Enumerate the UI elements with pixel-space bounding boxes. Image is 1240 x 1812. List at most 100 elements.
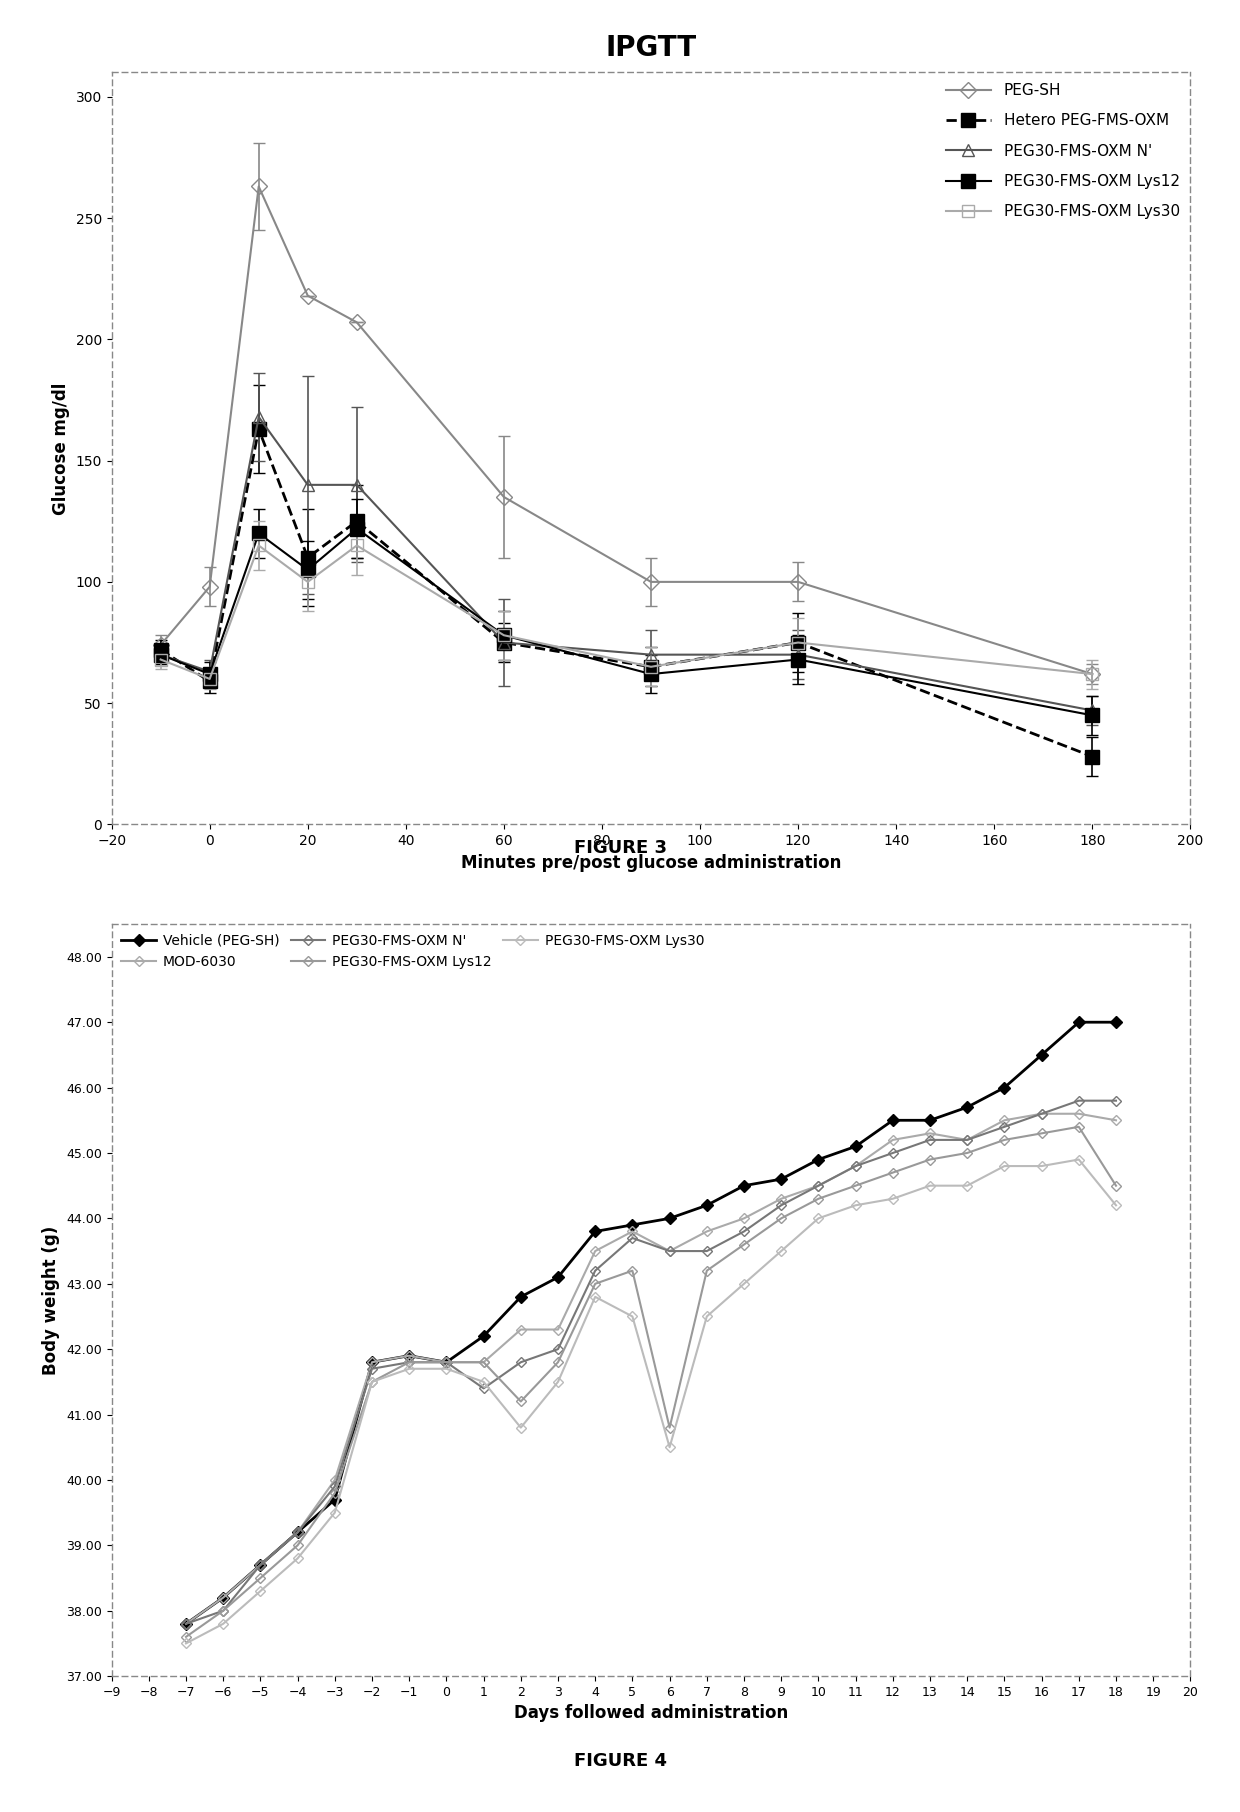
MOD-6030 bbox=[848, 1156, 863, 1178]
PEG30-FMS-OXM Lys30 bbox=[737, 1272, 751, 1294]
Vehicle (PEG-SH) bbox=[402, 1345, 417, 1366]
Line: Vehicle (PEG-SH): Vehicle (PEG-SH) bbox=[182, 1018, 1120, 1627]
PEG30-FMS-OXM Lys30 bbox=[1071, 1149, 1086, 1171]
PEG30-FMS-OXM Lys30 bbox=[1109, 1194, 1123, 1216]
PEG30-FMS-OXM N' bbox=[699, 1239, 714, 1261]
Y-axis label: Body weight (g): Body weight (g) bbox=[42, 1225, 61, 1375]
PEG30-FMS-OXM Lys30 bbox=[551, 1372, 565, 1393]
PEG30-FMS-OXM Lys30 bbox=[365, 1372, 379, 1393]
Legend: PEG-SH, Hetero PEG-FMS-OXM, PEG30-FMS-OXM N', PEG30-FMS-OXM Lys12, PEG30-FMS-OXM: PEG-SH, Hetero PEG-FMS-OXM, PEG30-FMS-OX… bbox=[940, 78, 1185, 225]
MOD-6030 bbox=[997, 1109, 1012, 1131]
Text: FIGURE 4: FIGURE 4 bbox=[573, 1752, 667, 1770]
PEG30-FMS-OXM N' bbox=[625, 1227, 640, 1248]
MOD-6030 bbox=[625, 1221, 640, 1243]
PEG30-FMS-OXM N' bbox=[923, 1129, 937, 1151]
Legend: Vehicle (PEG-SH), MOD-6030, PEG30-FMS-OXM N', PEG30-FMS-OXM Lys12, PEG30-FMS-OXM: Vehicle (PEG-SH), MOD-6030, PEG30-FMS-OX… bbox=[115, 928, 709, 975]
Vehicle (PEG-SH) bbox=[513, 1287, 528, 1308]
Line: MOD-6030: MOD-6030 bbox=[182, 1111, 1120, 1627]
PEG30-FMS-OXM N' bbox=[848, 1156, 863, 1178]
PEG30-FMS-OXM Lys30 bbox=[327, 1502, 342, 1524]
PEG30-FMS-OXM Lys12 bbox=[885, 1161, 900, 1183]
MOD-6030 bbox=[811, 1174, 826, 1196]
PEG30-FMS-OXM Lys30 bbox=[662, 1437, 677, 1459]
PEG30-FMS-OXM Lys30 bbox=[253, 1580, 268, 1602]
PEG30-FMS-OXM Lys12 bbox=[1071, 1116, 1086, 1138]
PEG30-FMS-OXM N' bbox=[1109, 1089, 1123, 1111]
PEG30-FMS-OXM N' bbox=[997, 1116, 1012, 1138]
MOD-6030 bbox=[774, 1189, 789, 1210]
MOD-6030 bbox=[513, 1319, 528, 1341]
PEG30-FMS-OXM Lys30 bbox=[960, 1174, 975, 1196]
PEG30-FMS-OXM Lys30 bbox=[923, 1174, 937, 1196]
PEG30-FMS-OXM Lys12 bbox=[402, 1352, 417, 1373]
Vehicle (PEG-SH) bbox=[476, 1325, 491, 1346]
PEG30-FMS-OXM N' bbox=[588, 1259, 603, 1281]
Vehicle (PEG-SH) bbox=[662, 1207, 677, 1229]
PEG30-FMS-OXM N' bbox=[253, 1555, 268, 1576]
PEG30-FMS-OXM Lys12 bbox=[588, 1272, 603, 1294]
PEG30-FMS-OXM Lys12 bbox=[216, 1600, 231, 1622]
PEG30-FMS-OXM Lys12 bbox=[476, 1352, 491, 1373]
PEG30-FMS-OXM N' bbox=[365, 1357, 379, 1379]
PEG30-FMS-OXM N' bbox=[476, 1377, 491, 1399]
MOD-6030 bbox=[923, 1122, 937, 1143]
Vehicle (PEG-SH) bbox=[848, 1136, 863, 1158]
PEG30-FMS-OXM Lys12 bbox=[439, 1352, 454, 1373]
Vehicle (PEG-SH) bbox=[625, 1214, 640, 1236]
MOD-6030 bbox=[216, 1587, 231, 1609]
PEG30-FMS-OXM N' bbox=[327, 1475, 342, 1497]
Vehicle (PEG-SH) bbox=[1109, 1011, 1123, 1033]
PEG30-FMS-OXM N' bbox=[402, 1352, 417, 1373]
MOD-6030 bbox=[1109, 1109, 1123, 1131]
MOD-6030 bbox=[439, 1352, 454, 1373]
PEG30-FMS-OXM N' bbox=[1034, 1104, 1049, 1125]
MOD-6030 bbox=[699, 1221, 714, 1243]
PEG30-FMS-OXM N' bbox=[960, 1129, 975, 1151]
PEG30-FMS-OXM Lys30 bbox=[513, 1417, 528, 1439]
Vehicle (PEG-SH) bbox=[327, 1489, 342, 1511]
PEG30-FMS-OXM N' bbox=[290, 1522, 305, 1544]
Vehicle (PEG-SH) bbox=[588, 1221, 603, 1243]
PEG30-FMS-OXM Lys12 bbox=[513, 1390, 528, 1412]
PEG30-FMS-OXM Lys12 bbox=[662, 1417, 677, 1439]
PEG30-FMS-OXM N' bbox=[439, 1352, 454, 1373]
PEG30-FMS-OXM Lys30 bbox=[179, 1633, 193, 1654]
PEG30-FMS-OXM Lys30 bbox=[885, 1189, 900, 1210]
MOD-6030 bbox=[1071, 1104, 1086, 1125]
MOD-6030 bbox=[960, 1129, 975, 1151]
PEG30-FMS-OXM Lys12 bbox=[551, 1352, 565, 1373]
Vehicle (PEG-SH) bbox=[699, 1194, 714, 1216]
MOD-6030 bbox=[737, 1207, 751, 1229]
Vehicle (PEG-SH) bbox=[439, 1352, 454, 1373]
PEG30-FMS-OXM N' bbox=[1071, 1089, 1086, 1111]
Vehicle (PEG-SH) bbox=[737, 1174, 751, 1196]
PEG30-FMS-OXM Lys12 bbox=[848, 1174, 863, 1196]
MOD-6030 bbox=[290, 1522, 305, 1544]
PEG30-FMS-OXM Lys12 bbox=[327, 1482, 342, 1504]
Vehicle (PEG-SH) bbox=[1071, 1011, 1086, 1033]
PEG30-FMS-OXM Lys12 bbox=[811, 1189, 826, 1210]
PEG30-FMS-OXM Lys30 bbox=[774, 1239, 789, 1261]
Line: PEG30-FMS-OXM Lys30: PEG30-FMS-OXM Lys30 bbox=[182, 1156, 1120, 1647]
PEG30-FMS-OXM Lys30 bbox=[1034, 1156, 1049, 1178]
PEG30-FMS-OXM N' bbox=[662, 1239, 677, 1261]
PEG30-FMS-OXM Lys30 bbox=[811, 1207, 826, 1229]
PEG30-FMS-OXM Lys12 bbox=[253, 1567, 268, 1589]
Text: FIGURE 3: FIGURE 3 bbox=[573, 839, 667, 857]
PEG30-FMS-OXM Lys12 bbox=[774, 1207, 789, 1229]
Line: PEG30-FMS-OXM Lys12: PEG30-FMS-OXM Lys12 bbox=[182, 1123, 1120, 1640]
PEG30-FMS-OXM Lys30 bbox=[439, 1357, 454, 1379]
PEG30-FMS-OXM N' bbox=[811, 1174, 826, 1196]
PEG30-FMS-OXM Lys30 bbox=[216, 1613, 231, 1634]
Vehicle (PEG-SH) bbox=[253, 1555, 268, 1576]
Vehicle (PEG-SH) bbox=[923, 1109, 937, 1131]
MOD-6030 bbox=[885, 1129, 900, 1151]
PEG30-FMS-OXM Lys12 bbox=[1034, 1122, 1049, 1143]
Vehicle (PEG-SH) bbox=[551, 1267, 565, 1288]
PEG30-FMS-OXM Lys12 bbox=[290, 1535, 305, 1557]
Vehicle (PEG-SH) bbox=[290, 1522, 305, 1544]
MOD-6030 bbox=[1034, 1104, 1049, 1125]
Vehicle (PEG-SH) bbox=[216, 1587, 231, 1609]
Line: PEG30-FMS-OXM N': PEG30-FMS-OXM N' bbox=[182, 1098, 1120, 1627]
PEG30-FMS-OXM N' bbox=[885, 1142, 900, 1163]
